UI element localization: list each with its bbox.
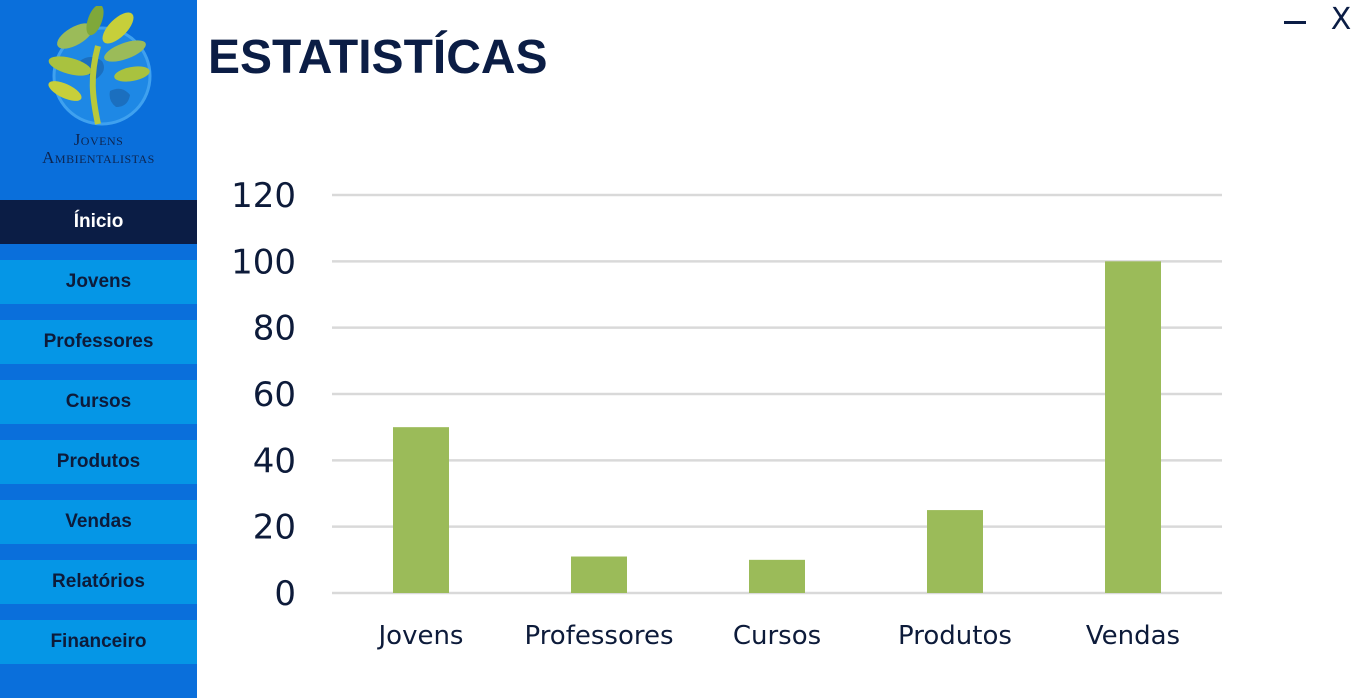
sidebar-item-jovens[interactable]: Jovens <box>0 260 197 304</box>
minimize-button[interactable] <box>1278 2 1312 36</box>
bar-produtos <box>927 510 983 593</box>
y-tick-label: 100 <box>231 242 296 282</box>
x-tick-label: Jovens <box>377 621 464 651</box>
sidebar-item-professores[interactable]: Professores <box>0 320 197 364</box>
x-tick-label: Produtos <box>898 621 1012 651</box>
bar-vendas <box>1105 261 1161 593</box>
x-tick-label: Cursos <box>733 621 821 651</box>
x-tick-label: Professores <box>524 621 673 651</box>
y-tick-label: 0 <box>274 574 296 614</box>
y-tick-label: 40 <box>253 441 296 481</box>
logo-text-line1: Jovens <box>73 130 124 149</box>
bar-jovens <box>393 427 449 593</box>
sidebar-item-produtos[interactable]: Produtos <box>0 440 197 484</box>
sidebar-item-inicio[interactable]: Ínicio <box>0 200 197 244</box>
sidebar-item-vendas[interactable]: Vendas <box>0 500 197 544</box>
minimize-icon <box>1284 20 1306 24</box>
y-tick-label: 60 <box>253 375 296 415</box>
y-tick-label: 120 <box>231 176 296 216</box>
page-title: ESTATISTÍCAS <box>208 31 548 84</box>
sidebar: Jovens Ambientalistas Ínicio Jovens Prof… <box>0 0 197 698</box>
sidebar-item-relatorios[interactable]: Relatórios <box>0 560 197 604</box>
logo: Jovens Ambientalistas <box>0 0 197 180</box>
y-tick-label: 20 <box>253 508 296 548</box>
leaf-globe-icon <box>48 6 152 126</box>
logo-text-line2: Ambientalistas <box>42 148 155 167</box>
bar-professores <box>571 556 627 593</box>
bar-chart: 0 20 40 60 80 100 120 Jovens Professores Cursos Pr… <box>231 176 1222 651</box>
x-tick-label: Vendas <box>1086 621 1180 651</box>
sidebar-item-cursos[interactable]: Cursos <box>0 380 197 424</box>
y-tick-label: 80 <box>253 309 296 349</box>
sidebar-item-financeiro[interactable]: Financeiro <box>0 620 197 664</box>
close-button[interactable]: X <box>1330 1 1352 37</box>
bar-cursos <box>749 559 805 593</box>
